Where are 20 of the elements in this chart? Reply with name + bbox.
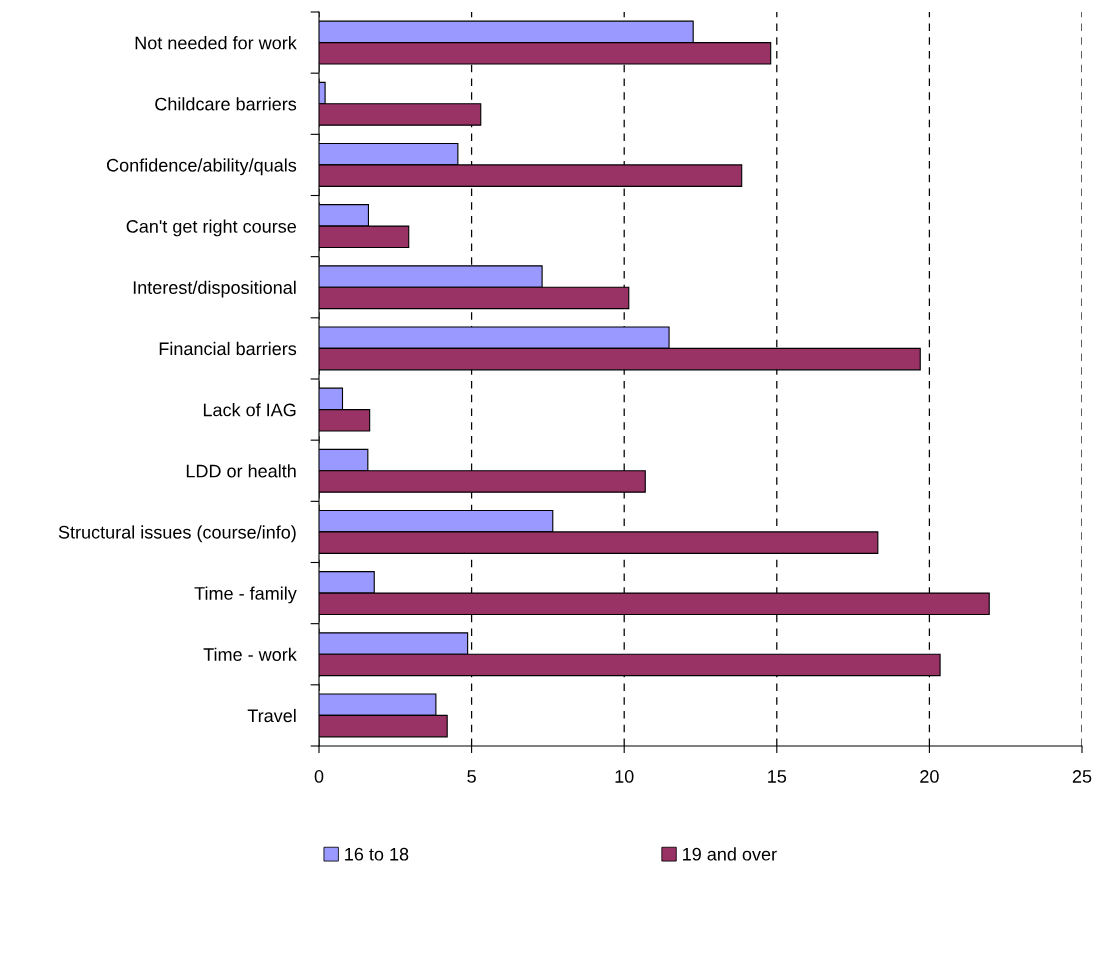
y-tick-label: Travel [247,708,296,723]
y-tick-label: Time - family [194,586,297,604]
x-tick-label: 20 [920,770,939,783]
y-tick-label: LDD or health [186,464,296,478]
y-tick-label: Structural issues (course/info) [58,525,296,543]
y-tick-label: Interest/dispositional [133,280,296,298]
x-tick-label: 15 [768,770,787,783]
legend-label: 16 to 18 [345,847,409,861]
y-tick-label: Not needed for work [135,36,297,50]
x-tick-label: 25 [1072,770,1092,783]
x-tick-label: 5 [467,770,476,783]
y-tick-label: Childcare barriers [155,97,297,111]
y-tick-label: Lack of IAG [203,403,296,417]
y-tick-label: Time - work [203,647,297,661]
x-tick-label: 0 [314,770,324,783]
y-tick-label: Can't get right course [126,219,296,237]
y-tick-label: Confidence/ability/quals [107,158,297,176]
y-tick-label: Financial barriers [159,341,297,356]
legend-label: 19 and over [683,847,777,861]
x-tick-label: 10 [615,770,634,783]
